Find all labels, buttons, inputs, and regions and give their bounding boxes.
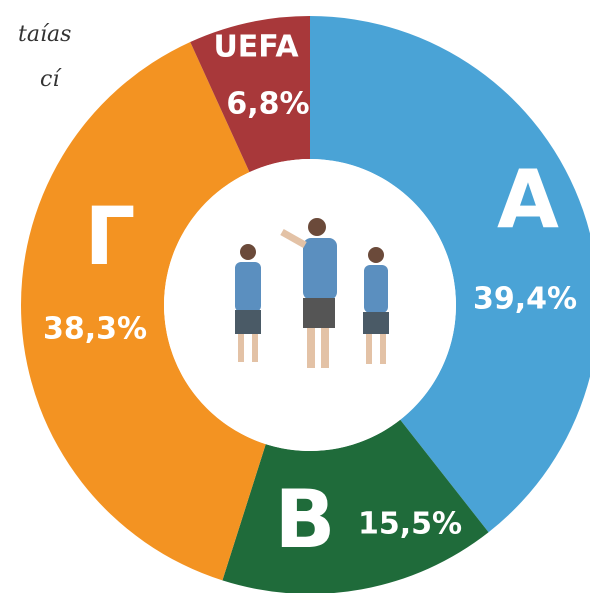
slice [20,41,266,581]
slice [222,419,489,594]
slice-value-label: 38,3% [43,312,147,347]
cropped-text: taías [18,22,71,47]
slice-category: Γ [85,190,136,283]
slice-value-label: 15,5% [358,507,462,542]
slice [190,16,310,173]
cropped-text: cí [40,67,62,92]
ring [20,16,590,594]
slice-category: B [275,473,336,566]
slice-value-label: 6,8% [226,87,309,122]
slice [310,16,590,533]
slice-value-label: 39,4% [473,282,577,317]
slice-category: A [497,153,559,246]
slice-category: UEFA [213,30,299,65]
players-illustration [235,218,389,368]
